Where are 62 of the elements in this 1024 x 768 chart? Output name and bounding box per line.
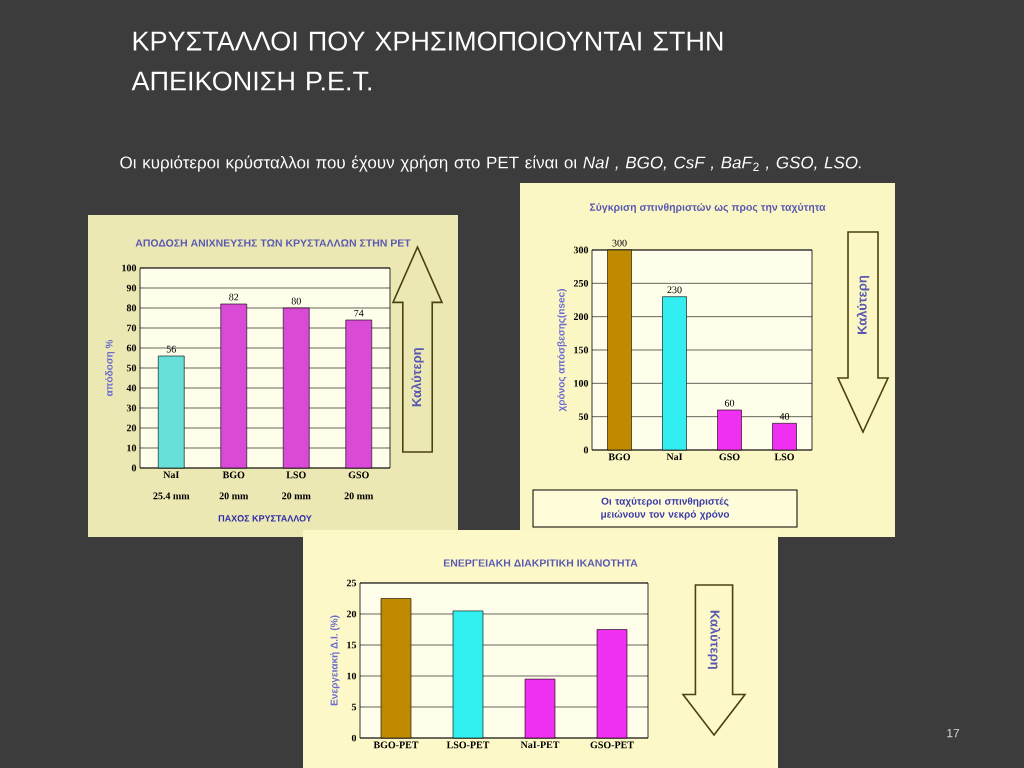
- y-axis-title: απόδοση %: [105, 339, 115, 396]
- data-label: 60: [724, 399, 735, 407]
- y-tick-label: 0: [583, 446, 589, 454]
- x-tick-label: NaI: [666, 453, 683, 461]
- text: Καλύτερη: [856, 275, 870, 334]
- x-tick-label: GSO: [719, 453, 740, 461]
- y-tick-label: 100: [122, 264, 137, 272]
- y-tick-label: 100: [574, 379, 589, 387]
- x-tick-label: LSO-PET: [446, 741, 490, 749]
- x-tick-label: LSO: [286, 471, 306, 479]
- text: Οι ταχύτεροι σπινθηριστές μειώνουν τον νεκρό χρόνο: [601, 497, 730, 520]
- y-tick-label: 150: [574, 346, 589, 354]
- y-tick-label: 80: [126, 304, 137, 312]
- x-tick-label: GSO-PET: [590, 741, 634, 749]
- x-tick-label: BGO: [222, 471, 245, 479]
- y-tick-label: 30: [126, 404, 137, 412]
- data-label: 230: [667, 286, 682, 294]
- y-tick-label: 10: [127, 444, 137, 452]
- y-tick-label: 5: [351, 703, 357, 711]
- y-tick-label: 0: [131, 464, 137, 472]
- y-tick-label: 20: [346, 610, 357, 618]
- text: 20 mm: [344, 492, 374, 500]
- chart-title: ΕΝΕΡΓΕΙΑΚΗ ΔΙΑΚΡΙΤΙΚΗ ΙΚΑΝΟΤΗΤΑ: [443, 559, 638, 567]
- x-tick-label: BGO-PET: [373, 741, 419, 749]
- text: Οι κυριότεροι κρύσταλλοι που έχουν χρήση στο PET είναι οι NaI , BGO, CsF , BaF$_{2}$ , GSO, LSO.: [120, 155, 861, 172]
- data-label: 40: [779, 413, 790, 420]
- y-tick-label: 60: [126, 344, 137, 352]
- x-tick-label: NaI: [163, 471, 179, 479]
- text: 20 mm: [282, 492, 311, 500]
- x-tick-label: NaI-PET: [520, 741, 560, 749]
- y-tick-label: 20: [126, 424, 137, 432]
- y-tick-label: 70: [127, 324, 137, 332]
- y-tick-label: 90: [126, 284, 137, 292]
- text: 20 mm: [219, 492, 249, 500]
- y-tick-label: 10: [347, 672, 357, 680]
- data-label: 74: [354, 309, 364, 317]
- text: Καλύτερη: [707, 610, 721, 669]
- text: ΚΡΥΣΤΑΛΛΟΙ ΠΟΥ ΧΡΗΣΙΜΟΠΟΙΟΥΝΤΑΙ ΣΤΗΝ ΑΠΕΙΚΟΝΙΣΗ P.E.T.: [131, 31, 723, 91]
- text: 17: [947, 728, 960, 738]
- y-tick-label: 0: [351, 734, 357, 742]
- data-label: 300: [612, 239, 627, 247]
- x-tick-label: GSO: [348, 471, 369, 479]
- y-tick-label: 250: [573, 279, 589, 287]
- y-axis-title: χρόνος απόσβεσης(nsec): [557, 289, 567, 412]
- text: 25.4 mm: [153, 492, 190, 500]
- y-tick-label: 200: [573, 313, 589, 321]
- x-axis-title: ΠΑΧΟΣ ΚΡΥΣΤΑΛΛΟΥ: [218, 515, 312, 522]
- x-tick-label: LSO: [774, 453, 795, 461]
- data-label: 82: [229, 293, 239, 301]
- data-label: 56: [166, 345, 176, 353]
- y-tick-label: 40: [126, 384, 137, 392]
- x-tick-label: BGO: [608, 453, 631, 461]
- y-axis-title: Ενεργειακή Δ.Ι. (%): [330, 615, 340, 706]
- chart-title: ΑΠΟΔΟΣΗ ΑΝΙΧΝΕΥΣΗΣ ΤΩΝ ΚΡΥΣΤΑΛΛΩΝ ΣΤΗΝ PET: [135, 239, 411, 247]
- y-tick-label: 25: [346, 579, 357, 587]
- y-tick-label: 15: [347, 641, 357, 649]
- y-tick-label: 50: [126, 364, 137, 372]
- y-tick-label: 50: [578, 413, 589, 421]
- data-label: 80: [291, 297, 301, 305]
- text: Καλύτερη: [411, 348, 424, 407]
- y-tick-label: 300: [573, 246, 589, 254]
- chart-title: Σύγκριση σπινθηριστών ως προς την ταχύτητα: [589, 203, 826, 213]
